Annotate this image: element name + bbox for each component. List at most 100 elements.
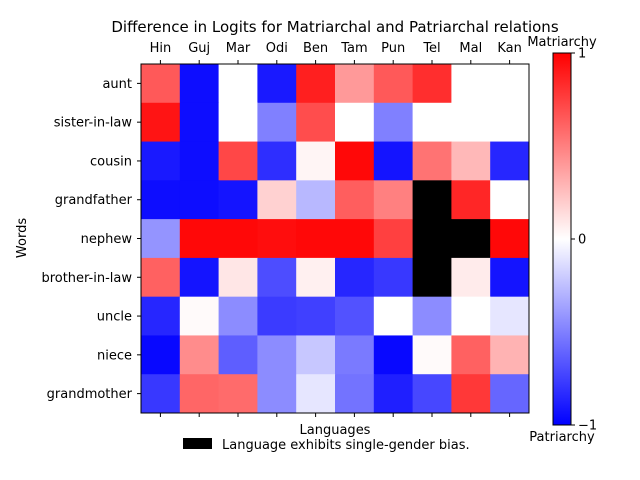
heatmap-cell (257, 64, 297, 104)
legend: Language exhibits single-gender bias. (183, 438, 470, 453)
heatmap-cell (490, 296, 530, 336)
heatmap-cell (141, 180, 181, 220)
heatmap-cell (412, 374, 452, 414)
row-label: uncle (97, 310, 132, 325)
column-label: Odi (266, 41, 288, 56)
row-label: brother-in-law (41, 271, 132, 286)
column-label: Hin (150, 41, 172, 56)
heatmap-cell (373, 102, 414, 143)
row-label: niece (97, 348, 132, 363)
heatmap-cell (490, 219, 530, 259)
heatmap-cell (257, 102, 297, 143)
heatmap-cell (373, 257, 414, 298)
heatmap-cell (412, 64, 452, 104)
row-label: aunt (102, 77, 132, 92)
heatmap-cell (451, 141, 491, 181)
heatmap-cell (257, 219, 297, 259)
heatmap-cell (257, 296, 297, 336)
heatmap-cell (218, 296, 258, 336)
heatmap-cell (335, 141, 375, 181)
column-label: Tam (340, 41, 367, 56)
heatmap-cells (141, 64, 530, 414)
heatmap-cell (451, 219, 491, 259)
heatmap-cell (412, 102, 452, 143)
heatmap-cell (179, 257, 220, 298)
column-label: Mal (459, 41, 482, 56)
heatmap-cell (335, 102, 375, 143)
heatmap-cell (179, 219, 220, 259)
column-label: Guj (188, 41, 210, 56)
heatmap-cell (373, 219, 414, 259)
heatmap-cell (179, 102, 220, 143)
colorbar-top-label: Matriarchy (527, 35, 597, 50)
heatmap-cell (451, 180, 491, 220)
heatmap-cell (141, 102, 181, 143)
heatmap-cell (296, 219, 336, 259)
heatmap-cell (451, 374, 491, 414)
heatmap-cell (257, 335, 297, 375)
row-labels: aunt sister-in-law cousin grandfather nephew… (41, 77, 132, 402)
heatmap-cell (141, 296, 181, 336)
heatmap-cell (141, 257, 181, 298)
column-label: Ben (303, 41, 328, 56)
heatmap-cell (296, 335, 336, 375)
colorbar-tick-label: 1 (578, 47, 586, 62)
row-label: cousin (90, 154, 132, 169)
colorbar (552, 52, 572, 426)
heatmap-cell (373, 180, 414, 220)
heatmap-cell (179, 335, 220, 375)
heatmap-cell (335, 296, 375, 336)
heatmap-cell (490, 64, 530, 104)
heatmap-cell (257, 180, 297, 220)
heatmap-cell (257, 257, 297, 298)
heatmap-cell (296, 64, 336, 104)
colorbar-tick-label: −1 (578, 419, 597, 434)
heatmap-cell (412, 296, 452, 336)
heatmap-cell (451, 335, 491, 375)
chart-title: Difference in Logits for Matriarchal and… (111, 18, 558, 36)
heatmap-cell (412, 257, 452, 298)
heatmap-cell (373, 374, 414, 414)
plot-frame (140, 63, 530, 414)
row-label: sister-in-law (54, 116, 133, 131)
heatmap-cell (335, 257, 375, 298)
heatmap-cell (218, 180, 258, 220)
row-label: grandfather (55, 193, 133, 208)
heatmap-cell (218, 102, 258, 143)
legend-swatch-black (183, 438, 212, 449)
heatmap-cell (451, 257, 491, 298)
column-labels: Hin Guj Mar Odi Ben Tam Pun Tel Mal Kan (150, 41, 522, 56)
heatmap-cell (451, 102, 491, 143)
heatmap-cell (141, 335, 181, 375)
heatmap-cell (296, 180, 336, 220)
heatmap-cell (218, 64, 258, 104)
heatmap-cell (490, 180, 530, 220)
heatmap-cell (373, 296, 414, 336)
heatmap-cell (335, 335, 375, 375)
column-label: Tel (422, 41, 440, 56)
heatmap-cell (179, 141, 220, 181)
row-label: nephew (81, 232, 133, 247)
heatmap-cell (257, 374, 297, 414)
colorbar-bottom-label: Patriarchy (529, 430, 595, 445)
heatmap-cell (412, 180, 452, 220)
heatmap-cell (335, 180, 375, 220)
colorbar-tick-label: 0 (578, 233, 586, 248)
heatmap-cell (451, 296, 491, 336)
heatmap-cell (218, 374, 258, 414)
column-label: Kan (497, 41, 522, 56)
heatmap-cell (335, 64, 375, 104)
heatmap-cell (218, 257, 258, 298)
y-axis-label: Words (15, 218, 30, 258)
heatmap-cell (412, 141, 452, 181)
heatmap-cell (373, 64, 414, 104)
heatmap-cell (490, 335, 530, 375)
heatmap-cell (490, 374, 530, 414)
heatmap-cell (296, 257, 336, 298)
heatmap-cell (490, 102, 530, 143)
heatmap-cell (141, 64, 181, 104)
heatmap-cell (373, 335, 414, 375)
heatmap-cell (296, 141, 336, 181)
axis-ticks (137, 60, 511, 417)
